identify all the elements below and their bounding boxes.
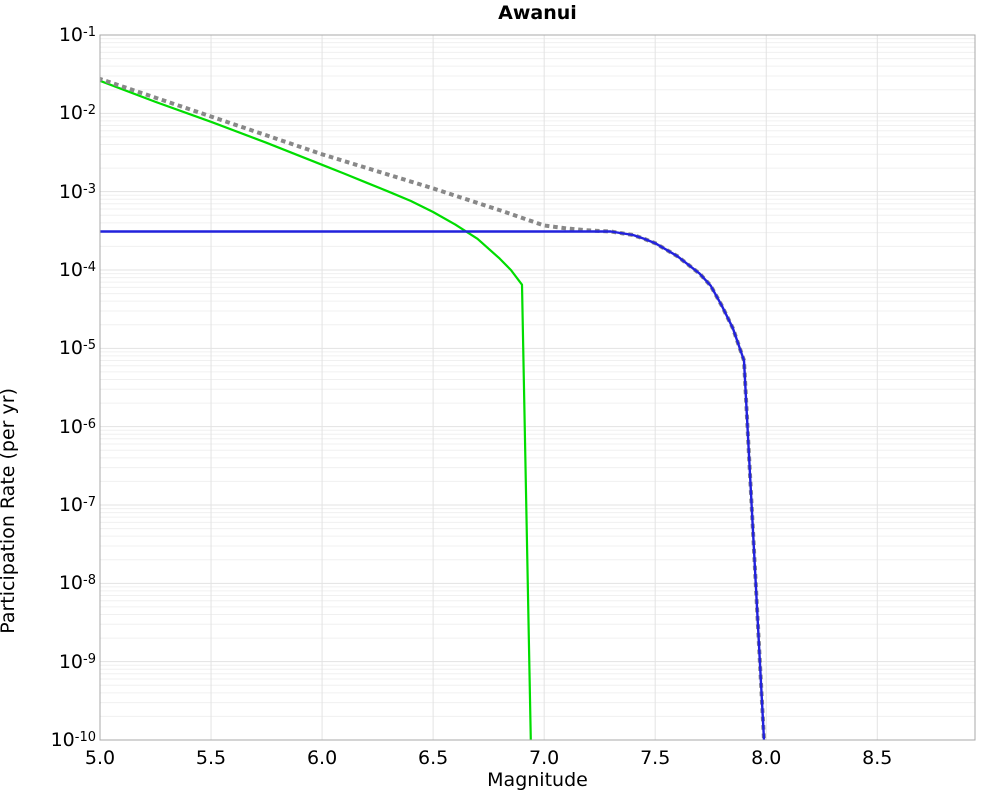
x-tick-label: 7.5 <box>640 747 671 769</box>
plot-border <box>99 34 976 741</box>
x-tick-label: 5.0 <box>84 747 116 769</box>
y-tick-label: 10-5 <box>58 337 96 360</box>
x-tick-label: 7.0 <box>529 747 560 769</box>
green-solid-curve-line <box>100 79 532 740</box>
y-tick-label: 10-2 <box>58 102 96 125</box>
y-tick-label: 10-3 <box>58 180 96 203</box>
y-tick-label: 10-8 <box>58 572 96 595</box>
chart-title: Awanui <box>498 2 577 24</box>
y-tick-label: 10-4 <box>58 259 96 281</box>
x-tick-label: 5.5 <box>195 747 227 769</box>
y-tick-label: 10-10 <box>50 729 96 751</box>
x-axis-label: Magnitude <box>487 769 588 791</box>
y-tick-label: 10-7 <box>58 494 96 516</box>
x-tick-label: 8.0 <box>751 747 782 769</box>
x-tick-label: 6.0 <box>306 747 338 769</box>
y-tick-label: 10-6 <box>58 415 96 438</box>
y-tick-label: 10-1 <box>58 24 96 46</box>
y-tick-label: 10-9 <box>58 650 96 673</box>
gray-dotted-curve-line <box>100 76 767 740</box>
blue-solid-curve-line <box>100 230 766 740</box>
x-tick-label: 6.5 <box>418 747 449 769</box>
x-tick-label: 8.5 <box>862 747 893 769</box>
